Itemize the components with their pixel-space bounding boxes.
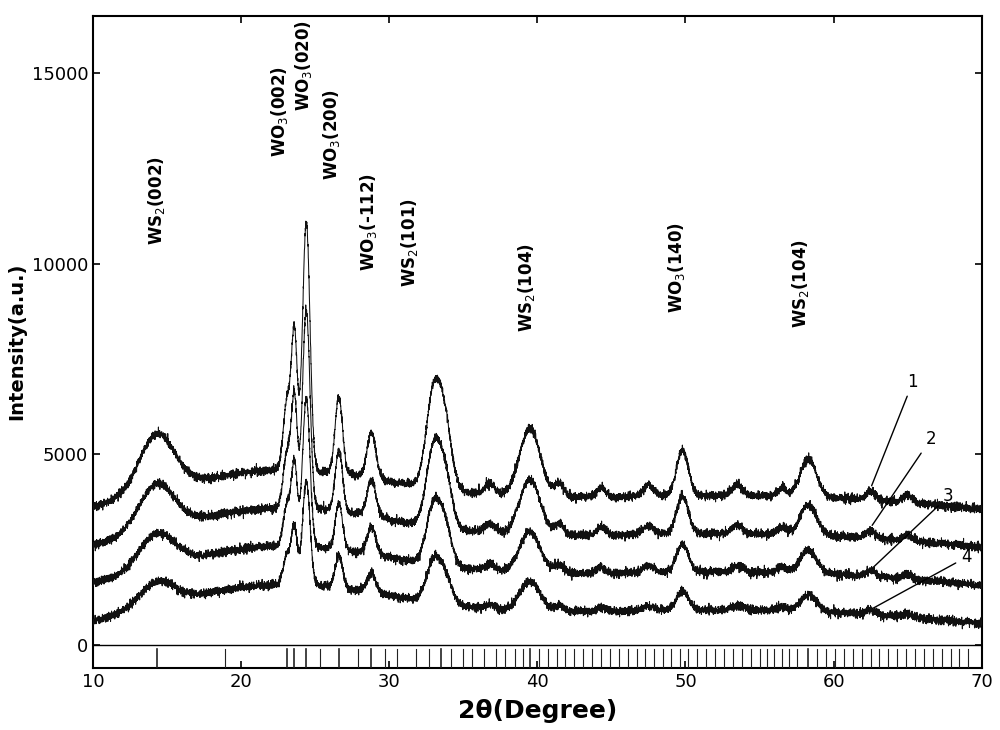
Text: WO$_3$(020): WO$_3$(020) bbox=[293, 20, 314, 111]
Text: WS$_2$(104): WS$_2$(104) bbox=[516, 243, 537, 332]
Y-axis label: Intensity(a.u.): Intensity(a.u.) bbox=[7, 263, 26, 420]
Text: 2: 2 bbox=[872, 430, 936, 526]
Text: WS$_2$(002): WS$_2$(002) bbox=[146, 155, 167, 245]
Text: WO$_3$(-112): WO$_3$(-112) bbox=[358, 173, 379, 272]
Text: WS$_2$(101): WS$_2$(101) bbox=[399, 198, 420, 286]
X-axis label: 2θ(Degree): 2θ(Degree) bbox=[458, 699, 617, 723]
Text: WS$_2$(104): WS$_2$(104) bbox=[790, 239, 811, 328]
Text: 3: 3 bbox=[873, 487, 954, 568]
Text: WO$_3$(140): WO$_3$(140) bbox=[666, 222, 687, 313]
Text: 4: 4 bbox=[873, 548, 971, 608]
Text: WO$_3$(200): WO$_3$(200) bbox=[321, 89, 342, 180]
Text: WO$_3$(002): WO$_3$(002) bbox=[269, 66, 290, 157]
Text: 1: 1 bbox=[872, 373, 918, 485]
